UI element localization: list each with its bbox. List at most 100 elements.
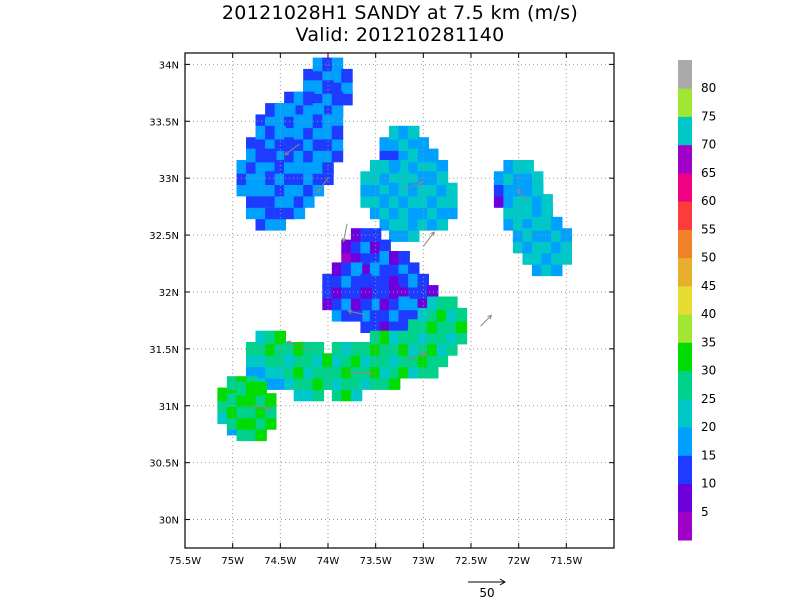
- data-cell: [341, 68, 353, 83]
- data-cell: [284, 353, 296, 368]
- data-cell: [427, 364, 439, 379]
- data-cell: [522, 205, 534, 220]
- data-cell: [284, 205, 296, 220]
- wind-vector-shaft: [404, 352, 427, 361]
- wind-vector-shaft: [422, 231, 435, 247]
- wind-vector-head: [316, 188, 322, 194]
- data-cell: [408, 262, 420, 277]
- data-cell: [350, 262, 363, 277]
- data-cell: [455, 330, 468, 345]
- data-cell: [360, 364, 372, 379]
- data-cell: [274, 160, 286, 174]
- data-cell: [379, 182, 391, 197]
- data-cell: [398, 205, 410, 220]
- data-cell: [322, 296, 334, 311]
- data-cell: [274, 125, 286, 140]
- data-cell: [341, 273, 353, 288]
- data-cell: [360, 342, 372, 356]
- data-cell: [417, 364, 429, 379]
- data-cell: [284, 148, 296, 163]
- data-cell: [389, 251, 401, 265]
- wind-vector-head: [347, 309, 353, 315]
- data-cell: [379, 273, 391, 288]
- data-cell: [512, 171, 525, 185]
- data-cell: [360, 239, 372, 254]
- data-cell: [322, 285, 334, 299]
- data-cell: [274, 353, 286, 368]
- data-cell: [274, 137, 286, 151]
- data-cell: [350, 376, 363, 390]
- data-cell: [360, 228, 372, 242]
- data-cell: [417, 194, 429, 208]
- data-cell: [417, 160, 429, 174]
- data-cell: [379, 216, 391, 231]
- data-cell: [398, 342, 410, 356]
- x-tick-label: 75W: [221, 556, 244, 567]
- colorbar-swatch: [678, 60, 692, 89]
- colorbar: 5 10 15 20 25 30 35 40 45 50 55 60 65 70 75 80: [678, 60, 716, 541]
- data-cell: [389, 342, 401, 356]
- data-cell: [379, 205, 391, 220]
- data-cell: [265, 125, 277, 140]
- data-cell: [379, 262, 391, 277]
- data-cell: [417, 137, 429, 151]
- wind-vector: [422, 231, 435, 247]
- data-cell: [551, 216, 563, 231]
- wind-vectors: [251, 143, 529, 412]
- data-cell: [427, 160, 439, 174]
- data-cell: [503, 216, 515, 231]
- data-cell: [226, 393, 239, 407]
- data-cell: [236, 427, 248, 442]
- data-cell: [427, 285, 439, 299]
- colorbar-label: 40: [701, 307, 716, 321]
- data-cell: [226, 404, 239, 419]
- data-cell: [398, 353, 410, 368]
- data-cell: [246, 416, 258, 430]
- data-cell: [350, 353, 363, 368]
- data-cell: [246, 404, 258, 419]
- wind-vector: [286, 340, 310, 350]
- data-cell: [331, 103, 344, 117]
- data-cell: [255, 427, 267, 442]
- data-cell: [293, 376, 306, 390]
- x-tick-label: 71.5W: [550, 556, 582, 567]
- wind-vector: [251, 405, 271, 412]
- data-cell: [265, 148, 277, 163]
- data-cell: [436, 160, 449, 174]
- data-cell: [522, 194, 534, 208]
- data-cell: [255, 393, 267, 407]
- data-cell: [369, 296, 382, 311]
- x-tick-label: 74.5W: [264, 556, 296, 567]
- data-cell: [331, 296, 344, 311]
- data-cell: [312, 376, 325, 390]
- data-cell: [255, 205, 267, 220]
- data-cell: [408, 319, 420, 333]
- data-cell: [541, 216, 553, 231]
- data-cell: [436, 319, 449, 333]
- data-cell: [293, 205, 306, 220]
- data-cell: [265, 416, 277, 430]
- data-cell: [255, 364, 267, 379]
- colorbar-label: 45: [701, 279, 716, 293]
- axis-ticks: [184, 53, 614, 548]
- data-cell: [341, 342, 353, 356]
- data-cell: [350, 307, 363, 322]
- wind-vector: [341, 223, 348, 243]
- data-cell: [417, 296, 429, 311]
- data-cell: [246, 353, 258, 368]
- data-cell: [436, 353, 449, 368]
- data-cell: [493, 182, 506, 197]
- data-cell: [389, 160, 401, 174]
- data-cell: [408, 364, 420, 379]
- data-cell: [408, 125, 420, 140]
- x-tick-label: 74W: [317, 556, 340, 567]
- data-cell: [255, 137, 267, 151]
- data-cell: [369, 171, 382, 185]
- data-cell: [417, 216, 429, 231]
- data-cell: [360, 376, 372, 390]
- data-cell: [284, 194, 296, 208]
- y-tick-label: 33N: [159, 174, 179, 185]
- colorbar-swatch: [678, 314, 692, 343]
- colorbar-label: 25: [701, 392, 716, 406]
- data-cell: [303, 194, 315, 208]
